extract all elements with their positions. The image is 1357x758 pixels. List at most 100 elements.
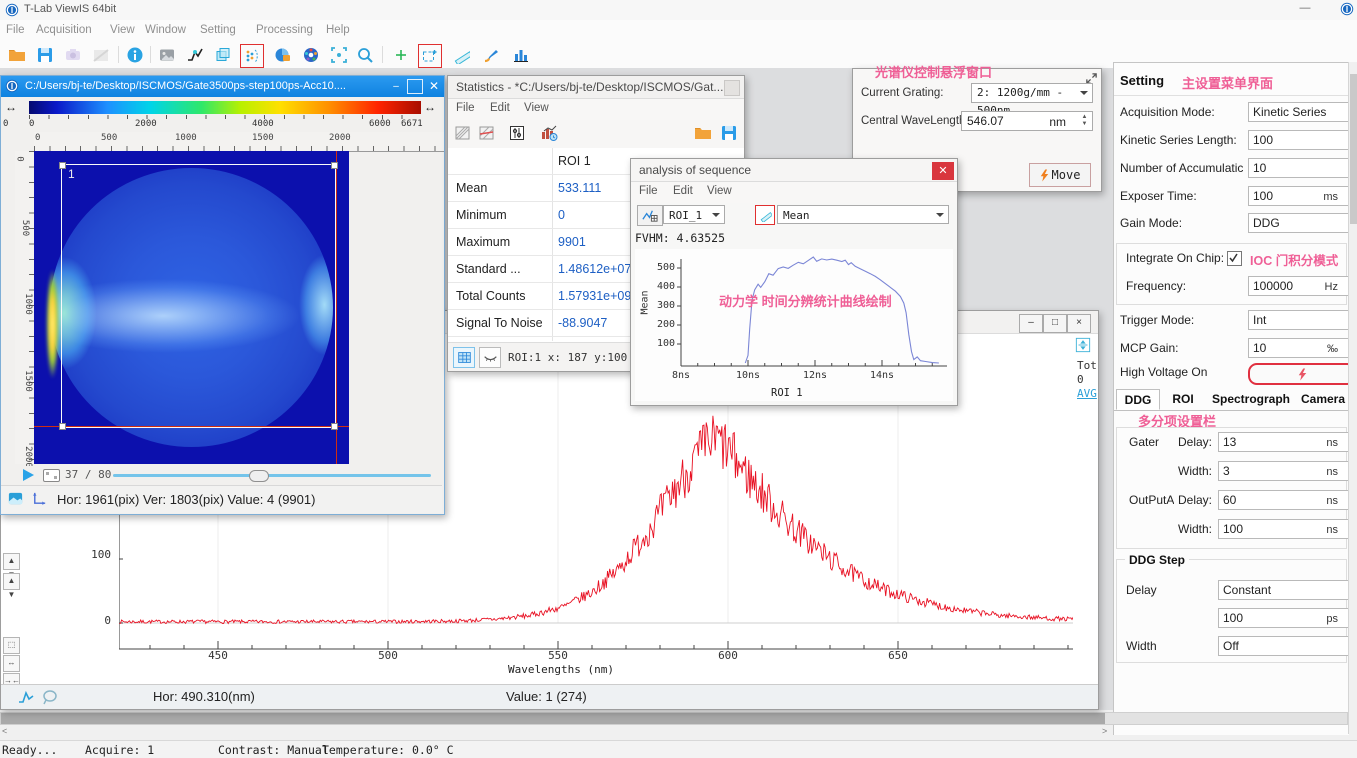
stat-eye-icon[interactable] <box>479 347 501 368</box>
gater-delay-input[interactable]: 13 ns <box>1218 432 1349 452</box>
colorbar-left-arrows-icon[interactable]: ↔ <box>5 100 17 114</box>
spectrum-maximize-button[interactable]: □ <box>1043 314 1067 333</box>
paint-brush-icon[interactable] <box>480 44 502 66</box>
roi-handle[interactable] <box>59 162 66 169</box>
histogram-icon[interactable] <box>510 44 532 66</box>
right-vertical-scrollbar[interactable] <box>1348 62 1357 734</box>
ioc-checkbox[interactable] <box>1227 251 1242 266</box>
fit-view-button[interactable]: ⬚ <box>3 637 20 654</box>
menu-file[interactable]: File <box>6 24 25 36</box>
color-wheel-icon[interactable] <box>300 44 322 66</box>
grating-dropdown[interactable]: 2: 1200g/mm - 500nm <box>971 83 1093 117</box>
colorbar-gradient[interactable] <box>29 101 421 114</box>
roi-handle[interactable] <box>331 162 338 169</box>
menu-setting[interactable]: Setting <box>200 24 236 36</box>
tab-spectrograph[interactable]: Spectrograph <box>1211 392 1290 406</box>
viewer-close-button[interactable]: ✕ <box>428 79 440 93</box>
roi-handle[interactable] <box>59 423 66 430</box>
spinner-icon[interactable]: ▲ ▼ <box>1081 114 1088 127</box>
tab-camera[interactable]: Camera <box>1300 392 1346 406</box>
cube-3d-icon[interactable] <box>212 44 234 66</box>
roi-hatch-icon[interactable] <box>454 124 472 142</box>
spectrum-minimize-button[interactable]: – <box>1019 314 1043 333</box>
add-point-icon[interactable] <box>390 44 412 66</box>
statistics-window-button[interactable] <box>724 80 740 96</box>
viewer-titlebar[interactable]: C:/Users/bj-te/Desktop/ISCMOS/Gate3500ps… <box>1 76 444 97</box>
acquire-lock-icon[interactable] <box>272 44 294 66</box>
hscroll-thumb[interactable] <box>1 713 1105 724</box>
stat-open-folder-icon[interactable] <box>694 124 712 142</box>
analysis-menu-view[interactable]: View <box>707 185 732 197</box>
analysis-close-button[interactable]: ✕ <box>932 162 954 180</box>
trigger-select[interactable]: Int <box>1248 310 1349 330</box>
frequency-input[interactable]: 100000 Hz <box>1248 276 1349 296</box>
mcp-gain-input[interactable]: 10 ‰ <box>1248 338 1349 358</box>
analysis-titlebar[interactable]: analysis of sequence <box>631 159 957 182</box>
scroll-right-arrow[interactable]: > <box>1102 726 1108 736</box>
gain-mode-select[interactable]: DDG <box>1248 213 1349 233</box>
image-view-icon[interactable] <box>156 44 178 66</box>
stats-menu-edit[interactable]: Edit <box>490 102 510 114</box>
accumulation-input[interactable]: 10 <box>1248 158 1349 178</box>
lasso-icon[interactable] <box>41 688 59 706</box>
viewer-maximize-button[interactable] <box>407 79 423 94</box>
frame-slider-thumb[interactable] <box>249 470 269 482</box>
stat-table-toggle-icon[interactable] <box>453 347 475 368</box>
axes-icon[interactable] <box>31 490 48 507</box>
step-width-mode-select[interactable]: Off <box>1218 636 1349 656</box>
side-label-avg[interactable]: AVG <box>1077 387 1097 400</box>
spectrum-close-button[interactable]: × <box>1067 314 1091 333</box>
x-expand-button[interactable]: ↔ <box>3 655 20 672</box>
y-zoom-out-button[interactable]: ▲ ▼ <box>3 573 20 599</box>
menu-window[interactable]: Window <box>145 24 186 36</box>
metric-select-dropdown[interactable]: Mean <box>777 205 949 224</box>
bottom-horizontal-scrollbar[interactable] <box>0 712 1348 725</box>
roi-select-dropdown[interactable]: ROI_1 <box>663 205 725 224</box>
move-button[interactable]: Move <box>1029 163 1091 187</box>
window-corner-icon[interactable] <box>1340 2 1354 16</box>
step-delay-mode-select[interactable]: Constant <box>1218 580 1349 600</box>
zoom-icon[interactable] <box>354 44 376 66</box>
stats-menu-view[interactable]: View <box>524 102 549 114</box>
menu-help[interactable]: Help <box>326 24 350 36</box>
roi-rectangle-icon[interactable] <box>418 44 442 68</box>
menu-acquisition[interactable]: Acquisition <box>36 24 92 36</box>
tab-roi[interactable]: ROI <box>1172 392 1194 406</box>
stat-settings-icon[interactable] <box>508 124 526 142</box>
scroll-left-arrow[interactable]: < <box>2 726 8 736</box>
save-icon[interactable] <box>34 44 56 66</box>
menu-processing[interactable]: Processing <box>256 24 313 36</box>
analysis-menu-edit[interactable]: Edit <box>673 185 693 197</box>
pencil-tool-icon[interactable] <box>755 205 775 225</box>
exposure-input[interactable]: 100 ms <box>1248 186 1349 206</box>
frame-slider-track[interactable] <box>113 470 431 482</box>
stats-menu-file[interactable]: File <box>456 102 475 114</box>
outputa-delay-input[interactable]: 60 ns <box>1218 490 1349 510</box>
colorbar-right-arrows-icon[interactable]: ↔ <box>424 100 436 114</box>
roi-rectangle[interactable]: 1 <box>59 162 338 430</box>
menu-view[interactable]: View <box>110 24 135 36</box>
gate-settings-icon[interactable] <box>240 44 264 68</box>
stat-save-icon[interactable] <box>720 124 738 142</box>
plot-table-toggle-icon[interactable] <box>637 205 663 226</box>
minimize-button[interactable]: — <box>1299 2 1311 14</box>
stat-chart-icon[interactable] <box>540 124 558 142</box>
tab-ddg[interactable]: DDG <box>1116 389 1160 410</box>
roi-hatch-line-icon[interactable] <box>478 124 496 142</box>
outputa-width-input[interactable]: 100 ns <box>1218 519 1349 539</box>
acquisition-mode-select[interactable]: Kinetic Series <box>1248 102 1349 122</box>
kinetic-length-input[interactable]: 100 <box>1248 130 1349 150</box>
open-folder-icon[interactable] <box>6 44 28 66</box>
y-zoom-in-button[interactable]: ▲▼ <box>3 553 20 579</box>
info-icon[interactable] <box>124 44 146 66</box>
viewer-minimize-button[interactable]: – <box>393 81 399 92</box>
autoscale-icon[interactable] <box>1075 337 1091 353</box>
curve-mode-icon[interactable] <box>17 688 35 706</box>
high-voltage-button[interactable] <box>1248 363 1356 385</box>
auto-focus-icon[interactable] <box>328 44 350 66</box>
step-delay-value-input[interactable]: 100 ps <box>1218 608 1349 628</box>
image-mode-icon[interactable] <box>7 490 24 507</box>
gater-width-input[interactable]: 3 ns <box>1218 461 1349 481</box>
vscroll-thumb[interactable] <box>1350 74 1357 224</box>
ruler-icon[interactable] <box>450 44 472 66</box>
